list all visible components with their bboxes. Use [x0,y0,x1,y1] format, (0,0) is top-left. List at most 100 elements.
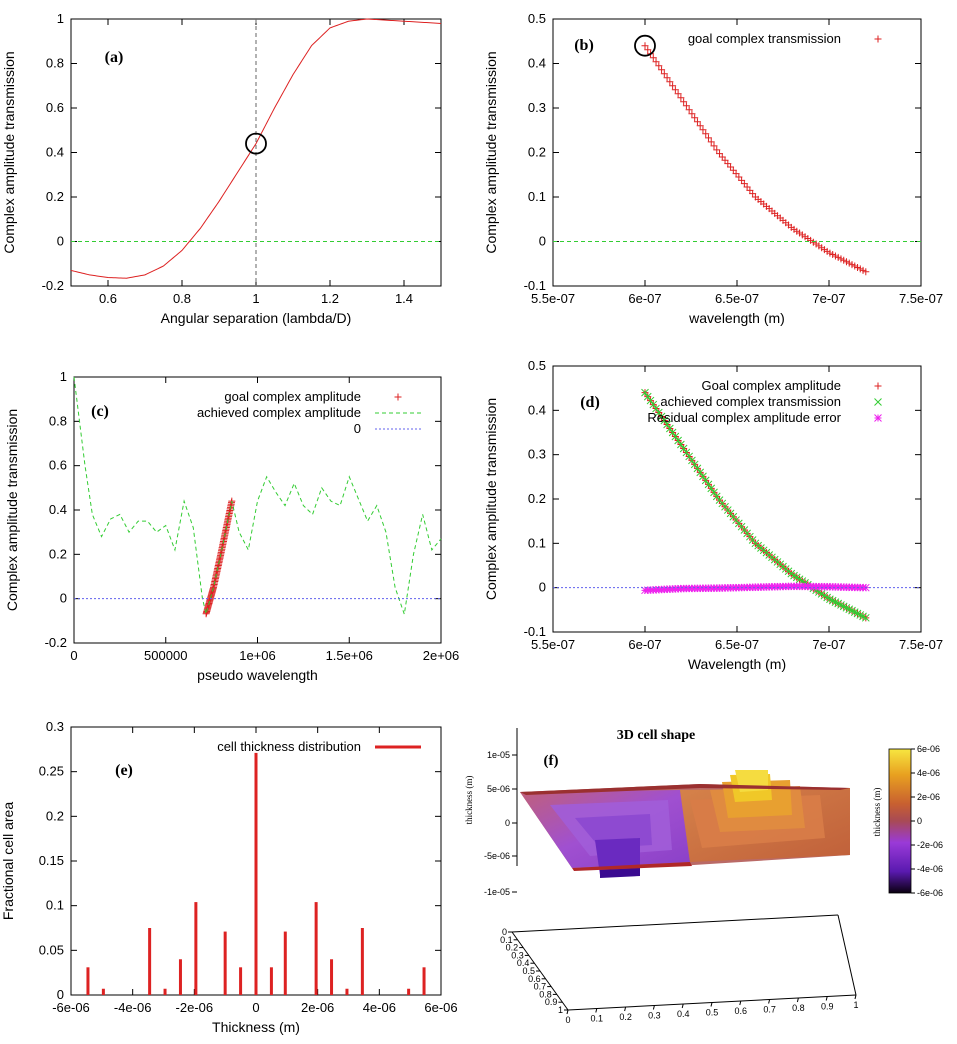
data-point [669,82,677,90]
x-axis-label: Thickness (m) [212,1019,300,1035]
panel-f-colorbar-ticks: 6e-06 4e-06 2e-06 0 -2e-06 -4e-06 -6e-06 [911,744,943,898]
bar [223,931,227,995]
z-tick-label: -1e-05 [484,887,510,897]
x-tick-label: 5.5e-07 [531,291,575,306]
x-tick-label: 0.6 [99,291,117,306]
panel-f-z-ticks: 1e-05 5e-06 0 -5e-06 -1e-05 [484,750,517,897]
data-point [677,94,685,102]
data-point [663,420,671,429]
data-point [641,388,649,397]
series-group [70,18,442,279]
panel-label: (a) [105,49,124,66]
y-tick-label: -0.1 [524,278,546,293]
y-tick-label: 0.7 [534,982,547,992]
y-tick-label: 0.6 [46,100,64,115]
bar [178,959,182,995]
x-tick-label: 7e-07 [812,637,845,652]
data-point [704,480,713,489]
legend-label: goal complex transmission [688,31,841,46]
legend-label: Goal complex amplitude [702,378,841,393]
y-tick-label: 0.4 [528,56,546,71]
z-tick-label: 5e-06 [487,784,510,794]
x-tick-label: 0.1 [591,1014,604,1024]
x-tick-label: 6e-06 [424,1000,457,1015]
x-axis-label: wavelength (m) [688,310,785,326]
y-tick-label: 0.2 [506,943,519,953]
panel-f-x-ticks: 0 0.1 0.2 0.3 0.4 0.5 0.6 0.7 0.8 0.9 1 [565,994,859,1025]
bar [86,967,90,995]
y-tick-label: 0 [502,927,507,937]
x-tick-label: 7e-07 [812,291,845,306]
legend-swatch [874,35,882,43]
data-point [657,412,666,421]
y-tick-label: 1 [57,11,64,26]
x-axis-label: pseudo wavelength [197,667,318,683]
bar [314,902,318,995]
data-point [861,613,870,622]
panel-f-z-label: thickness (m) [464,776,474,825]
bar [239,967,243,995]
y-tick-label: 1 [558,1005,563,1015]
x-tick-label: 0 [565,1015,570,1025]
data-point [652,58,660,66]
y-tick-label: 0.15 [39,853,64,868]
x-tick-label: 0.3 [648,1011,661,1021]
panel-f-title: 3D cell shape [617,728,696,743]
x-tick-label: -4e-06 [114,1000,152,1015]
x-tick [796,997,799,1003]
x-tick [566,1009,569,1015]
data-point [704,134,712,142]
y-tick-label: 0.8 [46,56,64,71]
data-point [660,416,669,425]
x-tick-label: 1.4 [395,291,413,306]
panel-a-chart: 0.6 0.8 1 1.2 1.4 -0.2 0 0.2 0.4 0.6 0.8 1 Angular s… [1,11,442,326]
y-tick-label: 0.2 [528,145,546,160]
legend-label: Residual complex amplitude error [647,410,841,425]
y-axis-label: Complex amplitude transmission [483,398,499,600]
data-point [699,126,707,134]
bar [148,928,152,995]
x-tick-label: 7.5e-07 [899,637,943,652]
y-tick-label: 0.1 [500,935,513,945]
highlight-circle [634,34,656,57]
y-tick-label: 0 [60,591,67,606]
x-tick-label: -2e-06 [176,1000,214,1015]
data-point [649,54,657,62]
x-tick-label: 1 [853,1000,858,1010]
bar [345,988,349,995]
y-tick-label: 0.25 [39,764,64,779]
data-point [654,408,663,417]
series-group [553,42,921,276]
x-tick-label: 6.5e-07 [715,291,759,306]
data-point [699,472,707,481]
y-tick-label: 0.4 [49,502,67,517]
data-point [680,98,688,106]
data-point [691,114,699,122]
x-tick-label: 2e-06 [301,1000,334,1015]
x-tick [768,999,771,1004]
y-tick-label: 0.3 [528,100,546,115]
colorbar-tick-label: 2e-06 [917,792,940,802]
data-point [663,74,671,82]
data-point [710,488,718,497]
bar [254,752,258,995]
panel-f-3d-cell-shape: 3D cell shape (f) 1e-05 5e-06 0 -5e-06 -1e-0… [464,728,943,1025]
data-point [677,440,685,449]
legend-swatch [874,382,882,390]
y-tick-label: -0.2 [42,278,64,293]
x-tick-label: 1.5e+06 [326,648,373,663]
data-point [674,436,682,445]
x-tick-label: 0.8 [173,291,191,306]
y-tick-label: 0.2 [49,546,67,561]
data-point [693,118,701,126]
data-point [707,138,715,146]
x-tick-label: 0 [70,648,77,663]
data-point [646,396,655,405]
data-point [682,448,691,457]
data-point [690,460,699,469]
y-tick-label: 0.2 [528,491,546,506]
panel-label: (e) [115,762,133,779]
panel-label: (d) [580,394,600,411]
x-tick-label: 0.9 [821,1002,834,1012]
